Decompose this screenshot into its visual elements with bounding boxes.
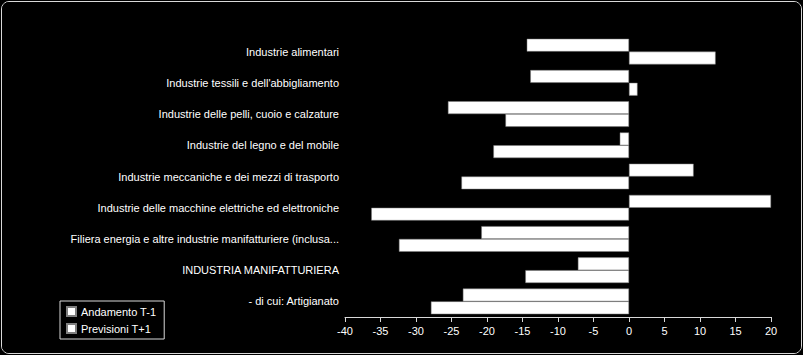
svg-text:-35: -35 <box>373 325 389 337</box>
svg-text:Industrie del legno e del mobi: Industrie del legno e del mobile <box>187 139 339 151</box>
svg-text:20: 20 <box>765 325 777 337</box>
svg-text:15: 15 <box>729 325 741 337</box>
svg-text:-30: -30 <box>408 325 424 337</box>
svg-text:- di cui: Artigianato: - di cui: Artigianato <box>249 295 340 307</box>
svg-text:Industrie meccaniche e dei mez: Industrie meccaniche e dei mezzi di tras… <box>118 171 339 183</box>
svg-text:INDUSTRIA MANIFATTURIERA: INDUSTRIA MANIFATTURIERA <box>182 264 340 276</box>
svg-text:Industrie delle macchine elett: Industrie delle macchine elettriche ed e… <box>97 202 339 214</box>
svg-text:-25: -25 <box>444 325 460 337</box>
svg-text:0: 0 <box>626 325 632 337</box>
svg-text:5: 5 <box>661 325 667 337</box>
svg-text:Andamento T-1: Andamento T-1 <box>81 306 156 318</box>
svg-text:Industrie delle pelli, cuoio e: Industrie delle pelli, cuoio e calzature <box>159 108 339 120</box>
svg-text:Industrie alimentari: Industrie alimentari <box>246 46 339 58</box>
svg-text:-20: -20 <box>479 325 495 337</box>
svg-text:10: 10 <box>694 325 706 337</box>
svg-text:Filiera energia e altre indust: Filiera energia e altre industrie manifa… <box>71 233 339 245</box>
svg-text:Industrie tessili e dell'abbig: Industrie tessili e dell'abbigliamento <box>166 77 339 89</box>
svg-text:-5: -5 <box>589 325 599 337</box>
svg-text:Previsioni T+1: Previsioni T+1 <box>81 323 151 335</box>
svg-text:-15: -15 <box>515 325 531 337</box>
svg-text:-10: -10 <box>550 325 566 337</box>
svg-text:-40: -40 <box>337 325 353 337</box>
